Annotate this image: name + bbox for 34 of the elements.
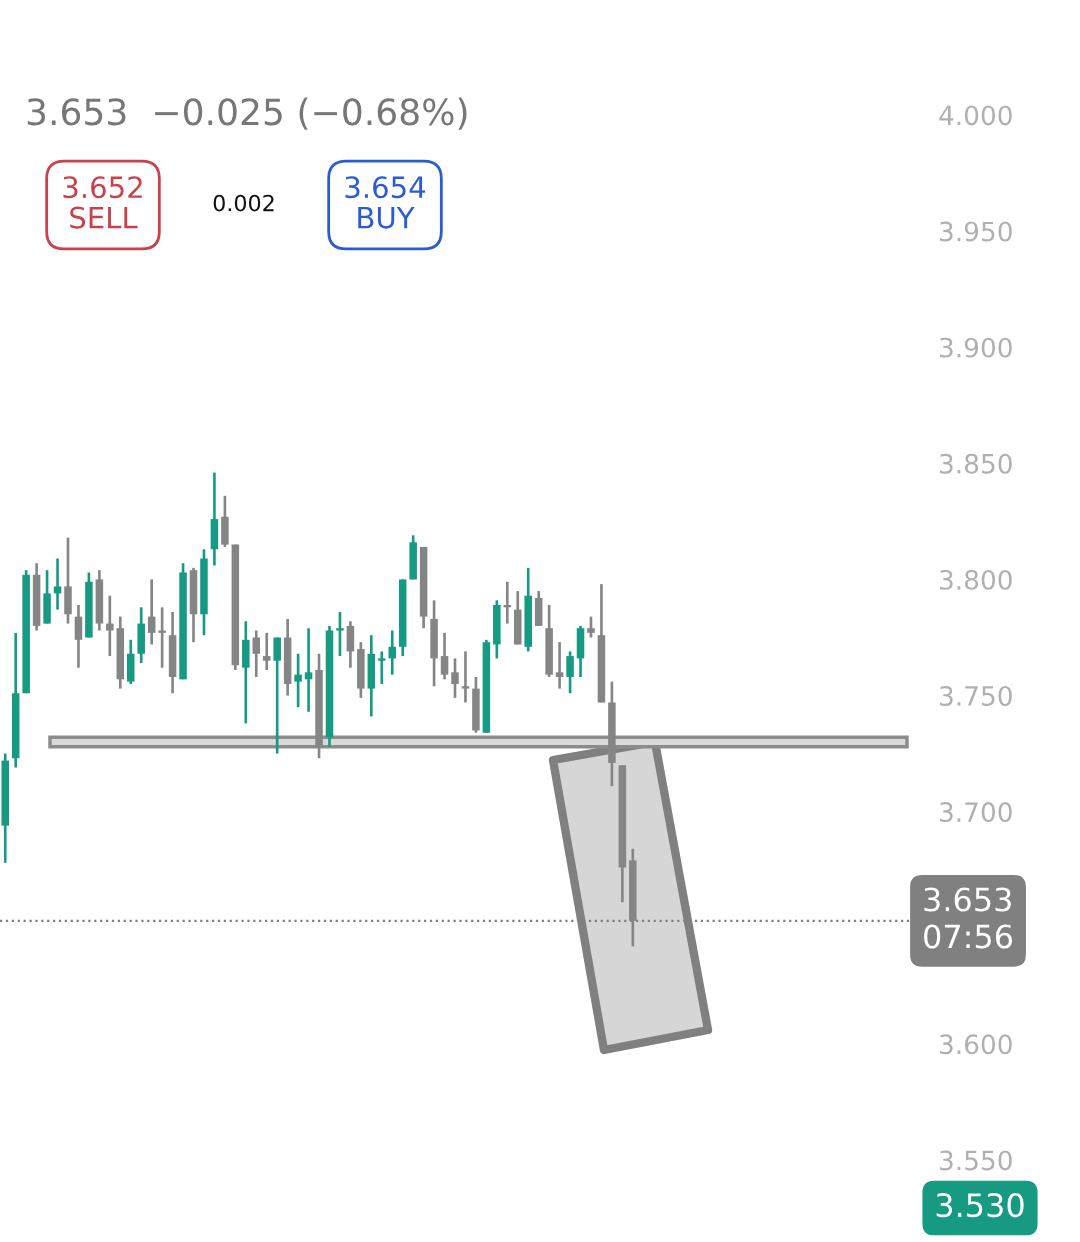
y-tick-label: 3.800 [940, 569, 1012, 590]
annotation: 0.002 [213, 194, 274, 212]
text: 3.530 [936, 1193, 1024, 1218]
candlestick [53, 557, 62, 611]
y-tick-label: 4.000 [939, 105, 1012, 126]
y-tick-label: 3.700 [940, 802, 1012, 823]
annotation: 3.652 SELL [63, 176, 142, 229]
candlestick [74, 603, 83, 670]
candlestick [555, 640, 564, 690]
candlestick [158, 605, 166, 670]
candlestick [294, 652, 302, 709]
candlestick [566, 650, 574, 695]
y-tick-label: 3.750 [940, 686, 1012, 706]
y-tick-label: 3.550 [940, 1150, 1012, 1171]
y-tick-label: 3.850 [940, 453, 1012, 474]
chart-subtitle: 3.653 −0.025 (−0.68%) [27, 97, 467, 130]
candlestick [378, 650, 386, 686]
ref-line-label: 3.653 07:56 [924, 887, 1013, 949]
y-tick-label: 3.600 [940, 1034, 1012, 1055]
annotation: 3.654 BUY [345, 176, 426, 229]
candlestick [262, 631, 271, 672]
candlestick [273, 636, 281, 755]
y-tick-label: 3.900 [940, 337, 1012, 358]
candlestick [388, 629, 397, 676]
candlestick [336, 610, 344, 658]
y-tick-label: 3.950 [940, 221, 1012, 242]
candlestick [461, 650, 470, 704]
candlestick [451, 657, 459, 700]
candlestick [252, 629, 261, 679]
candlestick [147, 578, 156, 646]
candlestick [440, 631, 449, 681]
candlestick [304, 626, 313, 714]
candlestick [106, 594, 114, 658]
candlestick [587, 615, 595, 639]
